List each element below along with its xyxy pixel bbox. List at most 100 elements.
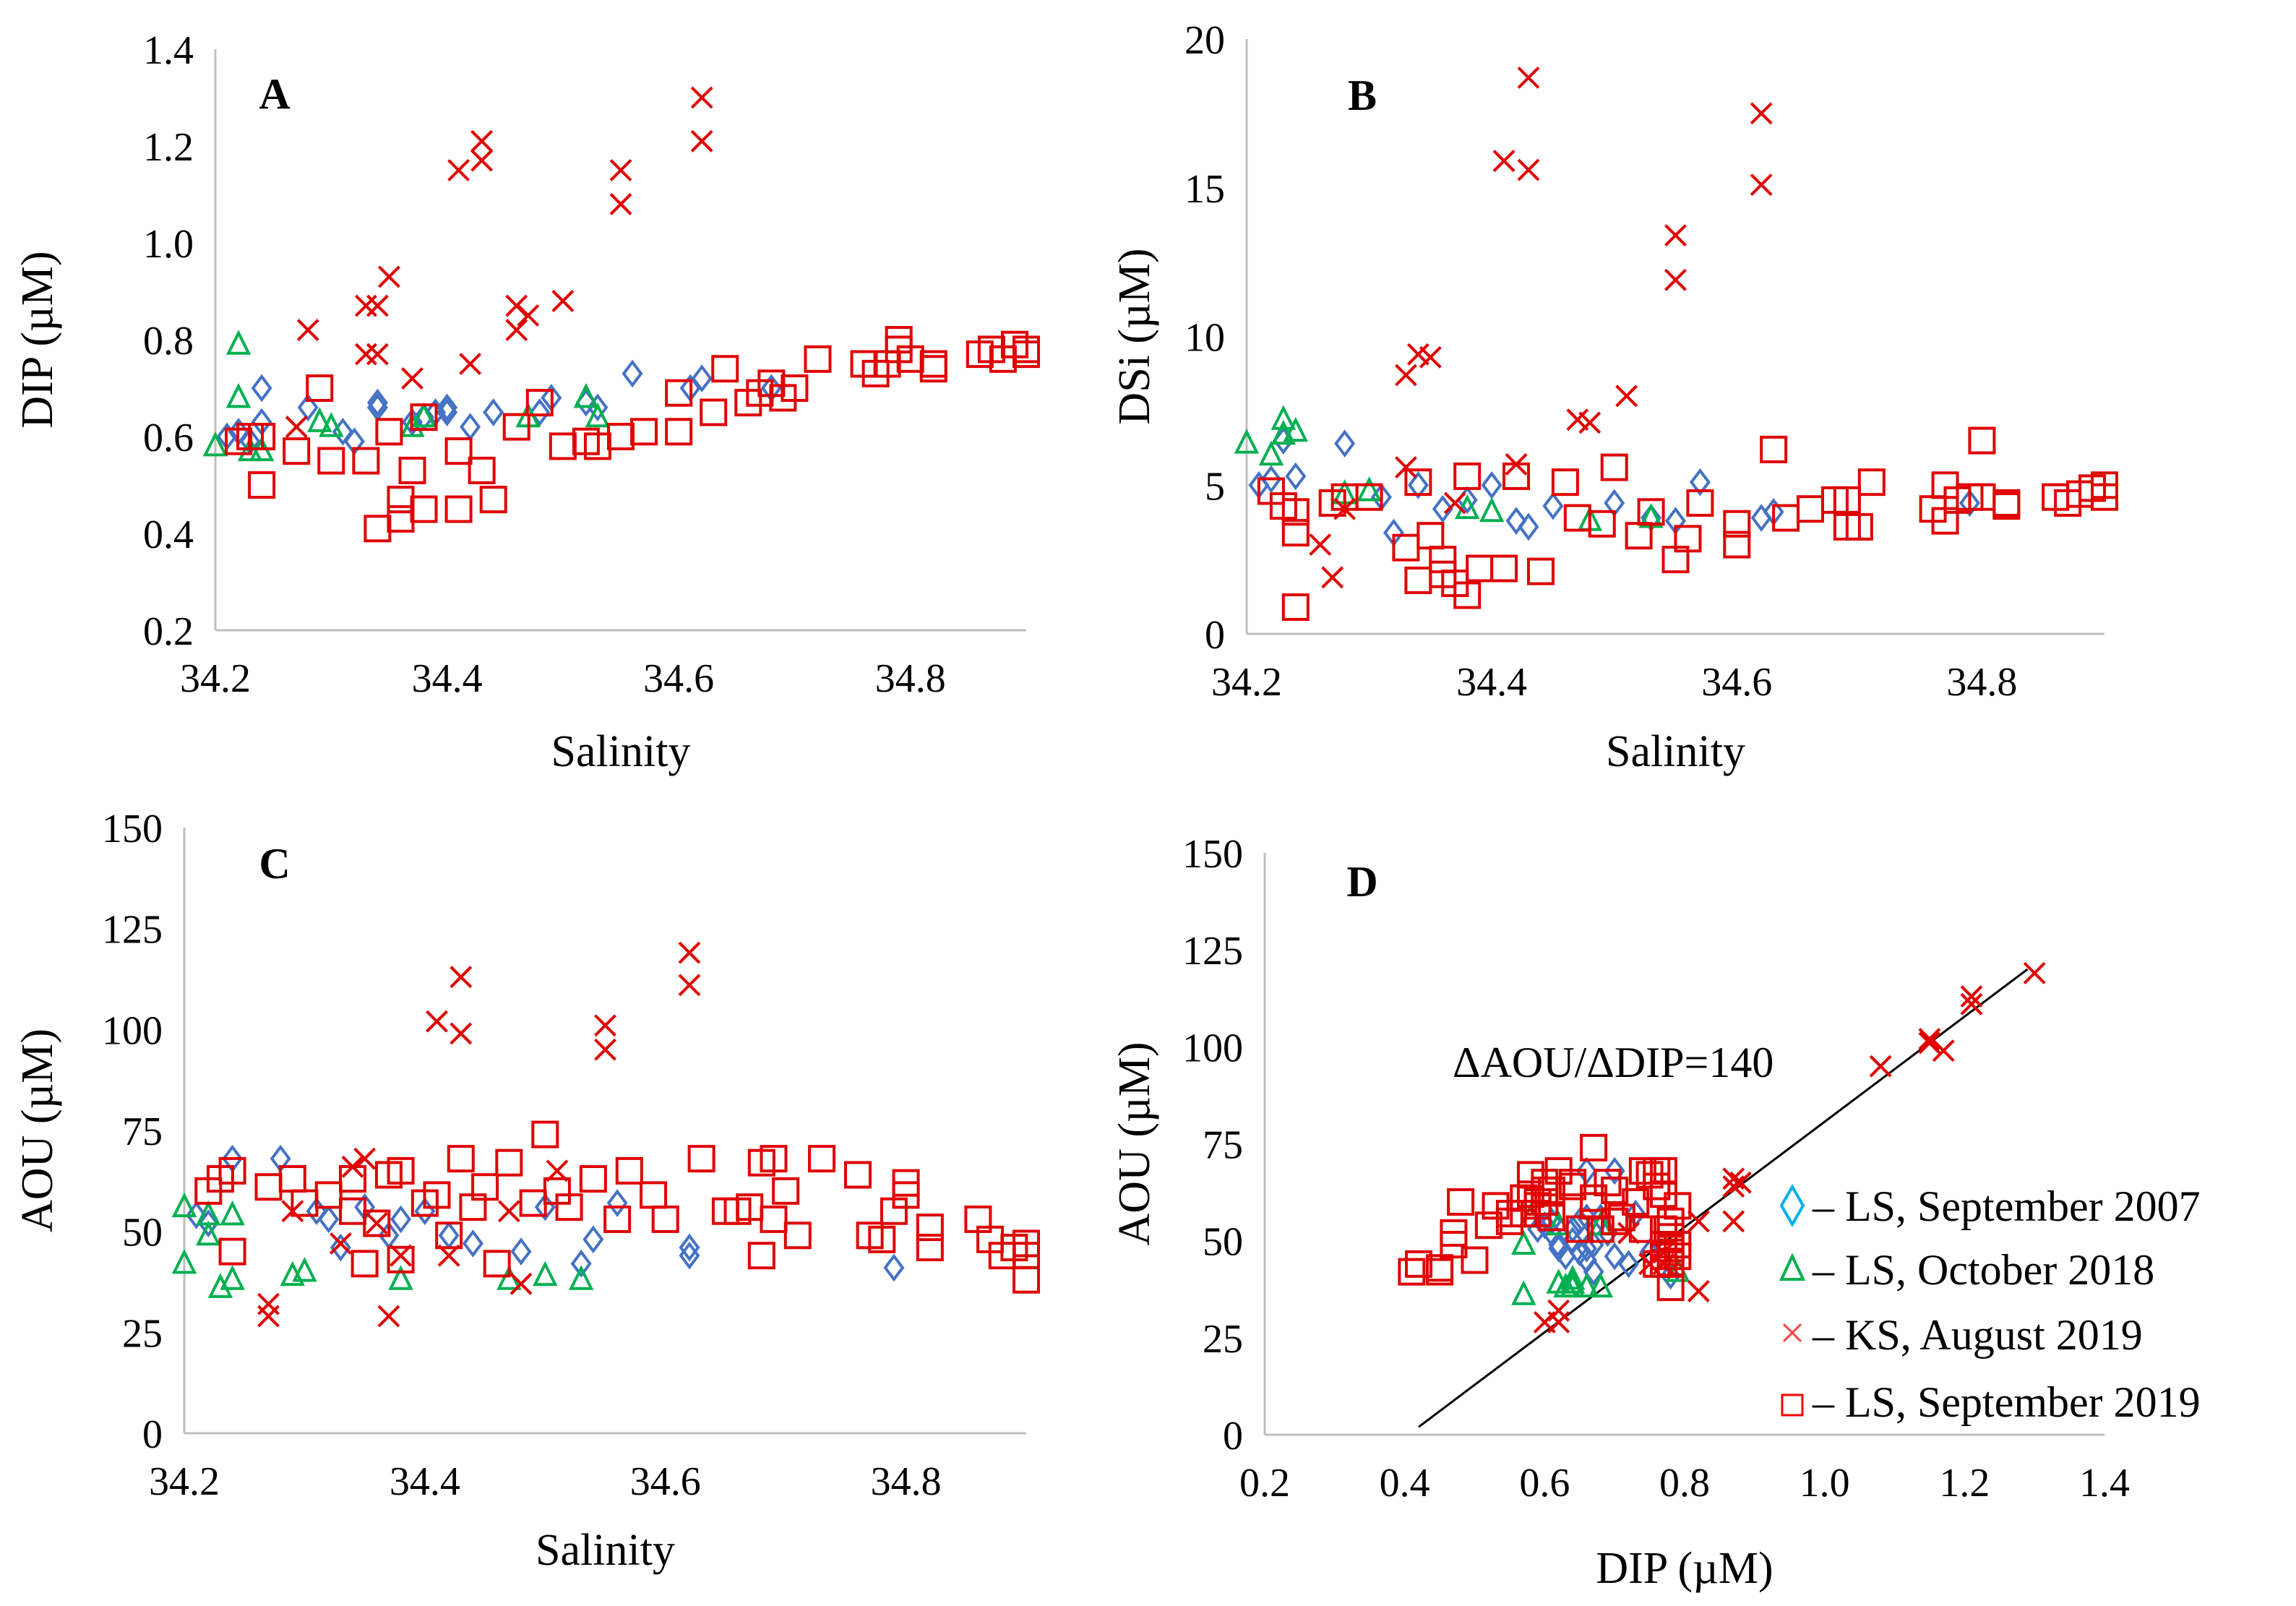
data-point-square xyxy=(525,389,554,417)
data-point-square xyxy=(1516,1161,1544,1189)
y-tick-label: 50 xyxy=(1203,1220,1243,1265)
data-point-cross xyxy=(1932,1039,1955,1062)
x-tick-label: 34.4 xyxy=(1456,660,1527,705)
data-point-square xyxy=(1637,498,1665,526)
data-point-square xyxy=(607,423,635,450)
x-tick-label: 34.8 xyxy=(1946,660,2017,705)
data-point-square xyxy=(1416,522,1445,550)
data-point-diamond xyxy=(691,364,713,392)
data-point-cross xyxy=(2023,961,2046,984)
y-tick-label: 25 xyxy=(122,1311,163,1356)
data-point-cross xyxy=(1321,566,1344,589)
data-point-square xyxy=(1565,1215,1594,1243)
data-point-cross xyxy=(1687,1210,1710,1233)
data-point-diamond xyxy=(1689,468,1711,497)
data-point-square xyxy=(630,418,658,446)
data-point-square xyxy=(1502,462,1531,490)
data-point-square xyxy=(1281,593,1310,621)
data-point-square xyxy=(919,355,947,383)
data-point-square xyxy=(1674,525,1702,553)
data-point-square xyxy=(1723,510,1751,538)
data-point-square xyxy=(495,1148,523,1177)
y-tick-label: 0.8 xyxy=(143,319,194,364)
data-point-cross xyxy=(678,974,701,997)
data-point-square xyxy=(1490,554,1518,583)
data-point-square xyxy=(783,1221,812,1250)
data-point-diamond xyxy=(622,359,643,388)
data-point-square xyxy=(1516,1180,1544,1208)
legend-label-ls-2019: – LS, September 2019 xyxy=(1812,1378,2201,1426)
data-point-diamond xyxy=(483,398,504,426)
data-point-triangle xyxy=(411,402,437,428)
data-point-square xyxy=(916,1214,944,1242)
data-point-square xyxy=(1404,566,1432,594)
data-point-square xyxy=(1551,468,1579,497)
legend-label-ls-2007: – LS, September 2007 xyxy=(1812,1182,2201,1230)
data-point-diamond xyxy=(1481,471,1502,499)
data-point-triangle xyxy=(1356,476,1382,502)
data-point-cross xyxy=(690,129,713,153)
data-point-square xyxy=(651,1205,679,1233)
data-point-square xyxy=(306,374,334,402)
y-tick-label: 50 xyxy=(122,1211,163,1255)
data-point-square xyxy=(218,1156,246,1185)
data-point-square xyxy=(844,1161,872,1189)
y-tick-label: 20 xyxy=(1184,18,1225,63)
data-point-diamond xyxy=(1618,1250,1640,1279)
data-point-cross xyxy=(329,1232,352,1255)
data-point-square xyxy=(615,1156,643,1185)
data-point-triangle xyxy=(1560,1272,1586,1298)
y-tick-label: 125 xyxy=(102,908,163,953)
data-point-cross xyxy=(426,1010,448,1033)
data-point-square xyxy=(1429,546,1457,574)
data-point-square xyxy=(1628,1215,1656,1243)
y-tick-label: 0 xyxy=(1205,613,1225,658)
y-tick-label: 0.4 xyxy=(143,512,194,557)
data-point-diamond xyxy=(606,1189,628,1217)
y-tick-label: 0 xyxy=(142,1412,163,1457)
data-point-triangle xyxy=(1574,1272,1599,1298)
data-point-triangle xyxy=(573,382,599,408)
data-point-diamond xyxy=(318,1205,340,1234)
panel-label: C xyxy=(259,840,290,888)
data-point-cross xyxy=(365,1212,388,1234)
data-point-triangle xyxy=(1283,416,1309,442)
data-point-square xyxy=(387,1156,415,1185)
x-tick-label: 34.6 xyxy=(643,656,714,701)
y-tick-label: 25 xyxy=(1203,1317,1243,1362)
panel-label: D xyxy=(1346,858,1377,906)
data-point-square xyxy=(1355,483,1383,511)
data-point-square xyxy=(387,504,415,533)
slope-annotation: ΔAOU/ΔDIP=140 xyxy=(1453,1039,1773,1086)
data-point-square xyxy=(1012,1266,1040,1294)
data-point-cross xyxy=(1517,66,1540,89)
data-point-triangle xyxy=(207,1273,233,1298)
y-axis-label: DIP (µM) xyxy=(13,251,62,428)
x-axis-label: Salinity xyxy=(551,727,691,776)
data-point-cross xyxy=(1918,1028,1941,1051)
data-point-diamond xyxy=(529,398,551,426)
data-point-square xyxy=(603,1205,632,1233)
legend-item-ls-2007: – LS, September 2007 xyxy=(1779,1182,2201,1230)
data-point-cross xyxy=(459,353,482,375)
data-point-diamond xyxy=(582,1225,604,1254)
data-point-triangle xyxy=(1546,1268,1571,1294)
x-tick-label: 34.6 xyxy=(1701,660,1772,705)
x-tick-label: 34.4 xyxy=(390,1459,460,1504)
panel-a: 0.2 0.4 0.6 0.8 1.0 1.2 1.4 34.2 34.4 34.6 34.8 Sal… xyxy=(13,28,1040,776)
y-tick-label: 5 xyxy=(1205,464,1225,509)
data-point-diamond xyxy=(1334,429,1356,458)
data-point-square xyxy=(1453,462,1482,490)
x-tick-label: 34.2 xyxy=(1211,660,1282,705)
data-point-square xyxy=(1664,1192,1692,1220)
data-point-diamond xyxy=(1548,1234,1570,1263)
data-point-cross xyxy=(1722,1175,1745,1198)
data-point-cross xyxy=(450,1022,473,1045)
data-point-square xyxy=(410,495,438,523)
data-point-cross xyxy=(1687,1280,1710,1302)
data-point-triangle xyxy=(1588,1210,1614,1236)
data-point-square xyxy=(1833,486,1861,514)
data-point-diamond xyxy=(197,1209,219,1237)
data-point-cross xyxy=(1918,1031,1941,1055)
series-ls-september-2019 xyxy=(1398,1133,1692,1302)
